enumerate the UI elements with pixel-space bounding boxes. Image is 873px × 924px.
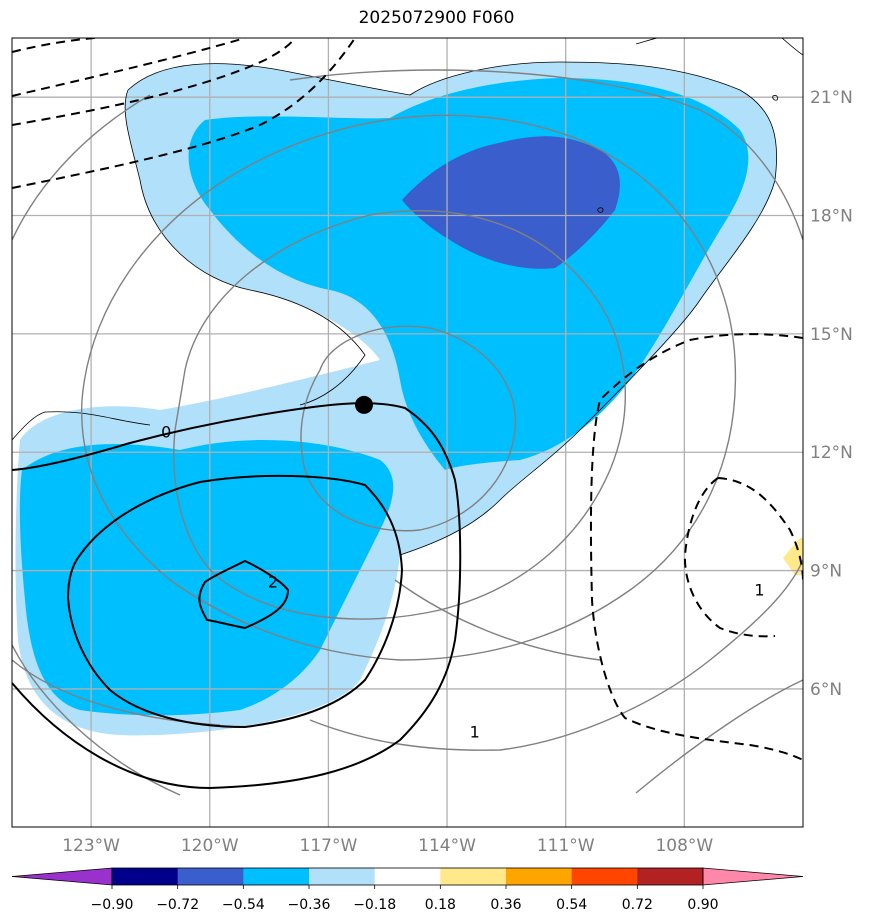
solid-positive-contours [12,402,462,790]
lon-tick-label: 108°W [655,836,713,856]
contour-value-label: 2 [268,572,278,591]
colorbar-segment [506,868,573,885]
lat-tick-label: 9°N [810,562,842,582]
colorbar-tick-label: 0.18 [425,897,456,913]
map-frame [11,37,804,828]
map-gridlines [12,38,803,827]
colorbar-tick-label: −0.18 [353,897,396,913]
colorbar-segment [243,868,310,885]
colorbar-tick-label: 0.72 [622,897,653,913]
dashed-negative-contours [12,38,803,761]
contour-value-label: 1 [754,580,764,599]
map-plot-area: 0 1 2 1 [12,38,803,827]
lat-tick-label: 6°N [810,680,842,700]
colorbar-extend-high [702,867,804,886]
latitude-labels: 21°N 18°N 15°N 12°N 9°N 6°N [810,88,853,700]
colorbar-segment [637,868,704,885]
lon-tick-label: 117°W [300,836,358,856]
lat-tick-label: 12°N [810,443,853,463]
longitude-labels: 123°W 120°W 117°W 114°W 111°W 108°W [62,836,713,856]
map-title: 2025072900 F060 [358,8,515,28]
lat-tick-label: 18°N [810,207,853,227]
storm-center-marker [354,395,373,414]
colorbar-segment [440,868,507,885]
colorbar: −0.90 −0.72 −0.54 −0.36 −0.18 0.18 0.36 0.54 0.7… [11,867,804,913]
colorbar-tick-label: −0.72 [156,897,199,913]
colorbar-segment [112,868,179,885]
colorbar-extend-low [11,867,113,886]
lat-tick-label: 21°N [810,88,853,108]
colorbar-outline [111,867,704,886]
colorbar-tick-label: −0.36 [288,897,331,913]
colorbar-tick-label: −0.54 [222,897,265,913]
colorbar-segment [374,868,441,885]
colorbar-segment [309,868,376,885]
colorbar-tick-label: −0.90 [91,897,134,913]
colorbar-segment [177,868,244,885]
lat-tick-label: 15°N [810,325,853,345]
lon-tick-label: 114°W [418,836,476,856]
colorbar-tick-label: 0.54 [556,897,587,913]
contour-value-label: 0 [161,423,171,442]
colorbar-tick-label: 0.90 [687,897,718,913]
lon-tick-label: 111°W [537,836,595,856]
contour-labels: 0 1 2 1 [161,423,764,742]
colorbar-segment [571,868,638,885]
lon-tick-label: 123°W [62,836,120,856]
colorbar-tick-label: 0.36 [490,897,521,913]
thin-outline-contours [12,38,803,556]
lon-tick-label: 120°W [181,836,239,856]
contour-value-label: 1 [470,722,480,741]
